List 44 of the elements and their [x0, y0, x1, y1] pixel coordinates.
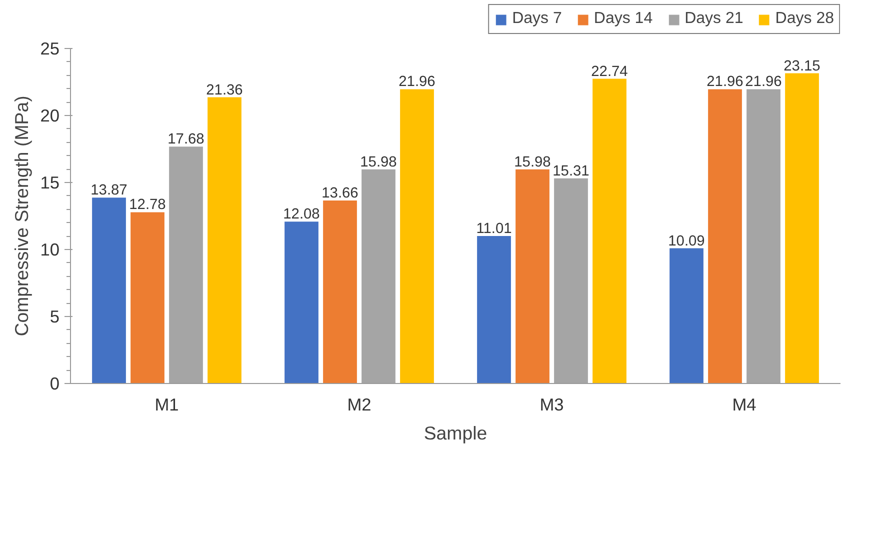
legend-label: Days 7 — [512, 10, 562, 28]
y-tick-label: 0 — [50, 374, 60, 394]
data-label: 15.98 — [360, 154, 397, 170]
bar — [477, 236, 511, 384]
data-label: 11.01 — [476, 220, 512, 237]
bar — [92, 198, 126, 384]
y-tick-label: 25 — [40, 38, 60, 58]
bar — [708, 89, 742, 384]
legend-label: Days 21 — [684, 10, 744, 28]
y-tick-label: 5 — [50, 306, 60, 326]
data-label: 12.08 — [283, 206, 320, 223]
data-label: 23.15 — [784, 58, 820, 74]
bar — [323, 200, 357, 384]
bar — [670, 248, 704, 384]
data-label: 22.74 — [591, 64, 628, 80]
bar — [592, 78, 626, 384]
data-label: 15.98 — [514, 154, 551, 170]
data-label: 13.66 — [322, 185, 358, 202]
data-label: 21.96 — [706, 74, 744, 90]
data-label: 21.36 — [206, 82, 243, 98]
legend-label: Days 14 — [594, 10, 653, 28]
x-axis-title: Sample — [424, 422, 488, 444]
bar — [400, 89, 434, 384]
bar — [284, 222, 318, 384]
bar — [516, 169, 550, 384]
legend-label: Days 28 — [775, 10, 834, 28]
y-tick-label: 15 — [40, 172, 60, 192]
y-tick-label: 10 — [40, 240, 60, 260]
data-label: 10.09 — [668, 233, 705, 250]
data-label: 17.68 — [168, 132, 204, 148]
data-label: 21.96 — [745, 74, 782, 90]
data-label: 13.87 — [90, 182, 128, 199]
data-label: 15.31 — [552, 163, 590, 180]
x-tick-label: M4 — [732, 394, 757, 414]
x-tick-label: M1 — [154, 394, 179, 414]
y-axis-title: Compressive Strength (MPa) — [11, 96, 32, 336]
bar — [208, 97, 242, 384]
x-tick-label: M3 — [540, 394, 564, 414]
bar — [785, 73, 819, 384]
data-label: 21.96 — [398, 74, 436, 90]
x-tick-label: M2 — [347, 394, 372, 414]
data-label: 12.78 — [129, 197, 166, 214]
y-tick-label: 20 — [40, 106, 60, 126]
bar — [130, 212, 164, 384]
